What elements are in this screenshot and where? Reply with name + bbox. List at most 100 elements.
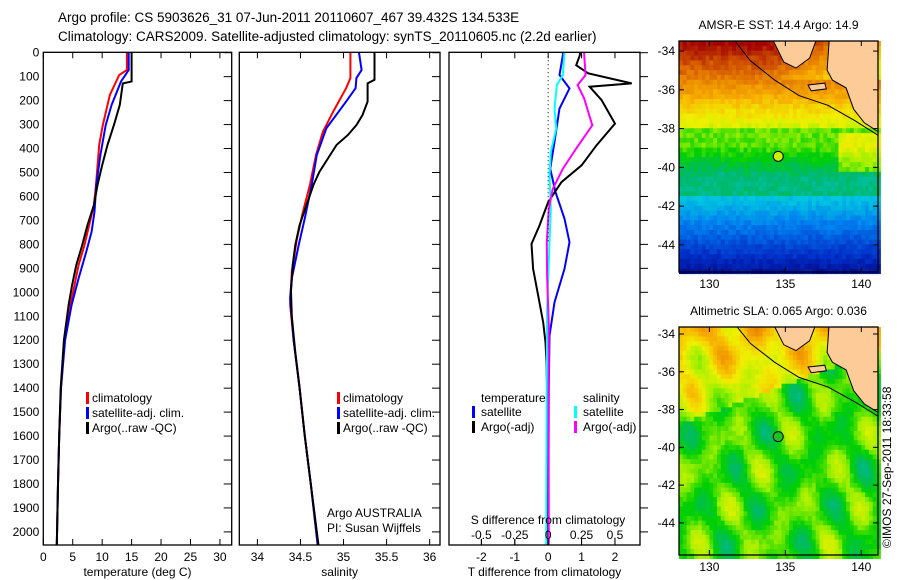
map-cell [792,234,798,241]
map-cell [834,118,840,124]
map-cell [819,511,824,517]
map-cell [694,74,699,81]
map-cell [842,147,847,153]
map-cell [679,416,684,422]
map-cell [808,186,813,192]
map-cell [682,162,688,168]
map-cell [698,388,703,394]
map-cell [815,157,821,163]
map-cell [751,544,756,550]
map-cell [717,393,722,399]
map-cell [853,200,859,207]
map-cell [755,220,760,226]
map-cell [857,181,862,187]
map-cell [709,249,714,255]
map-cell [755,421,760,427]
map-cell [777,407,783,413]
map-cell [762,407,767,413]
map-cell [736,473,741,479]
map-cell [785,220,790,226]
map-cell [853,171,859,178]
map-cell [747,167,752,173]
map-cell [808,544,813,550]
legend-label: climatology [343,391,403,405]
map-cell [849,229,855,236]
map-cell [804,412,809,418]
map-cell [698,426,703,432]
map-cell [709,162,714,168]
map-cell [717,360,722,366]
map-cell [868,186,874,192]
map-cell [720,133,726,139]
map-cell [743,369,748,375]
map-cell [849,220,855,226]
map-cell [720,454,726,460]
map-cell [755,123,760,129]
map-cell [781,259,786,265]
map-cell [743,225,748,231]
map-cell [819,196,824,202]
map-cell [743,113,748,120]
map-cell [773,45,779,52]
map-cell [846,506,851,512]
map-cell [770,60,775,66]
map-cell [792,167,798,173]
map-cell [770,487,775,493]
map-cell [709,473,714,479]
map-cell [705,534,710,541]
map-cell [811,459,817,465]
map-cell [815,229,821,236]
map-cell [876,191,881,197]
map-cell [834,497,840,503]
map-cell [830,478,836,484]
map-cell [705,215,710,221]
map-cell [819,99,824,105]
map-cell [796,430,802,437]
map-cell [842,113,847,120]
map-cell [701,157,707,163]
map-cell [808,191,813,197]
map-cell [747,530,752,536]
map-cell [861,147,866,153]
map-cell [717,345,722,352]
map-cell [732,167,737,173]
map-cell [811,374,817,380]
map-cell [728,108,733,115]
map-cell [781,133,786,139]
map-cell [720,249,726,255]
map-cell [713,360,718,366]
map-cell [732,331,737,337]
map-cell [868,229,874,236]
map-cell [800,225,805,231]
map-cell [849,137,855,144]
map-cell [728,407,733,413]
map-cell [853,259,859,265]
map-cell [686,421,691,427]
map-cell [709,84,714,90]
map-cell [838,113,843,120]
map-cell [701,360,707,366]
map-cell [736,430,741,437]
map-cell [758,84,764,90]
map-cell [846,468,851,474]
map-cell [709,181,714,187]
map-cell [804,468,809,474]
map-cell [789,74,794,81]
lat-tick-label: -44 [658,238,676,252]
map-cell [705,108,710,115]
map-cell [773,539,779,545]
map-cell [842,449,847,456]
map-cell [819,501,824,507]
map-cell [698,147,703,153]
map-cell [701,229,707,236]
map-cell [690,162,695,168]
map-cell [777,530,783,536]
map-cell [815,239,821,245]
map-cell [694,249,699,255]
map-cell [701,553,707,559]
map-cell [819,142,824,149]
map-cell [811,468,817,474]
map-cell [827,393,832,399]
map-cell [766,440,771,446]
map-cell [789,118,794,124]
